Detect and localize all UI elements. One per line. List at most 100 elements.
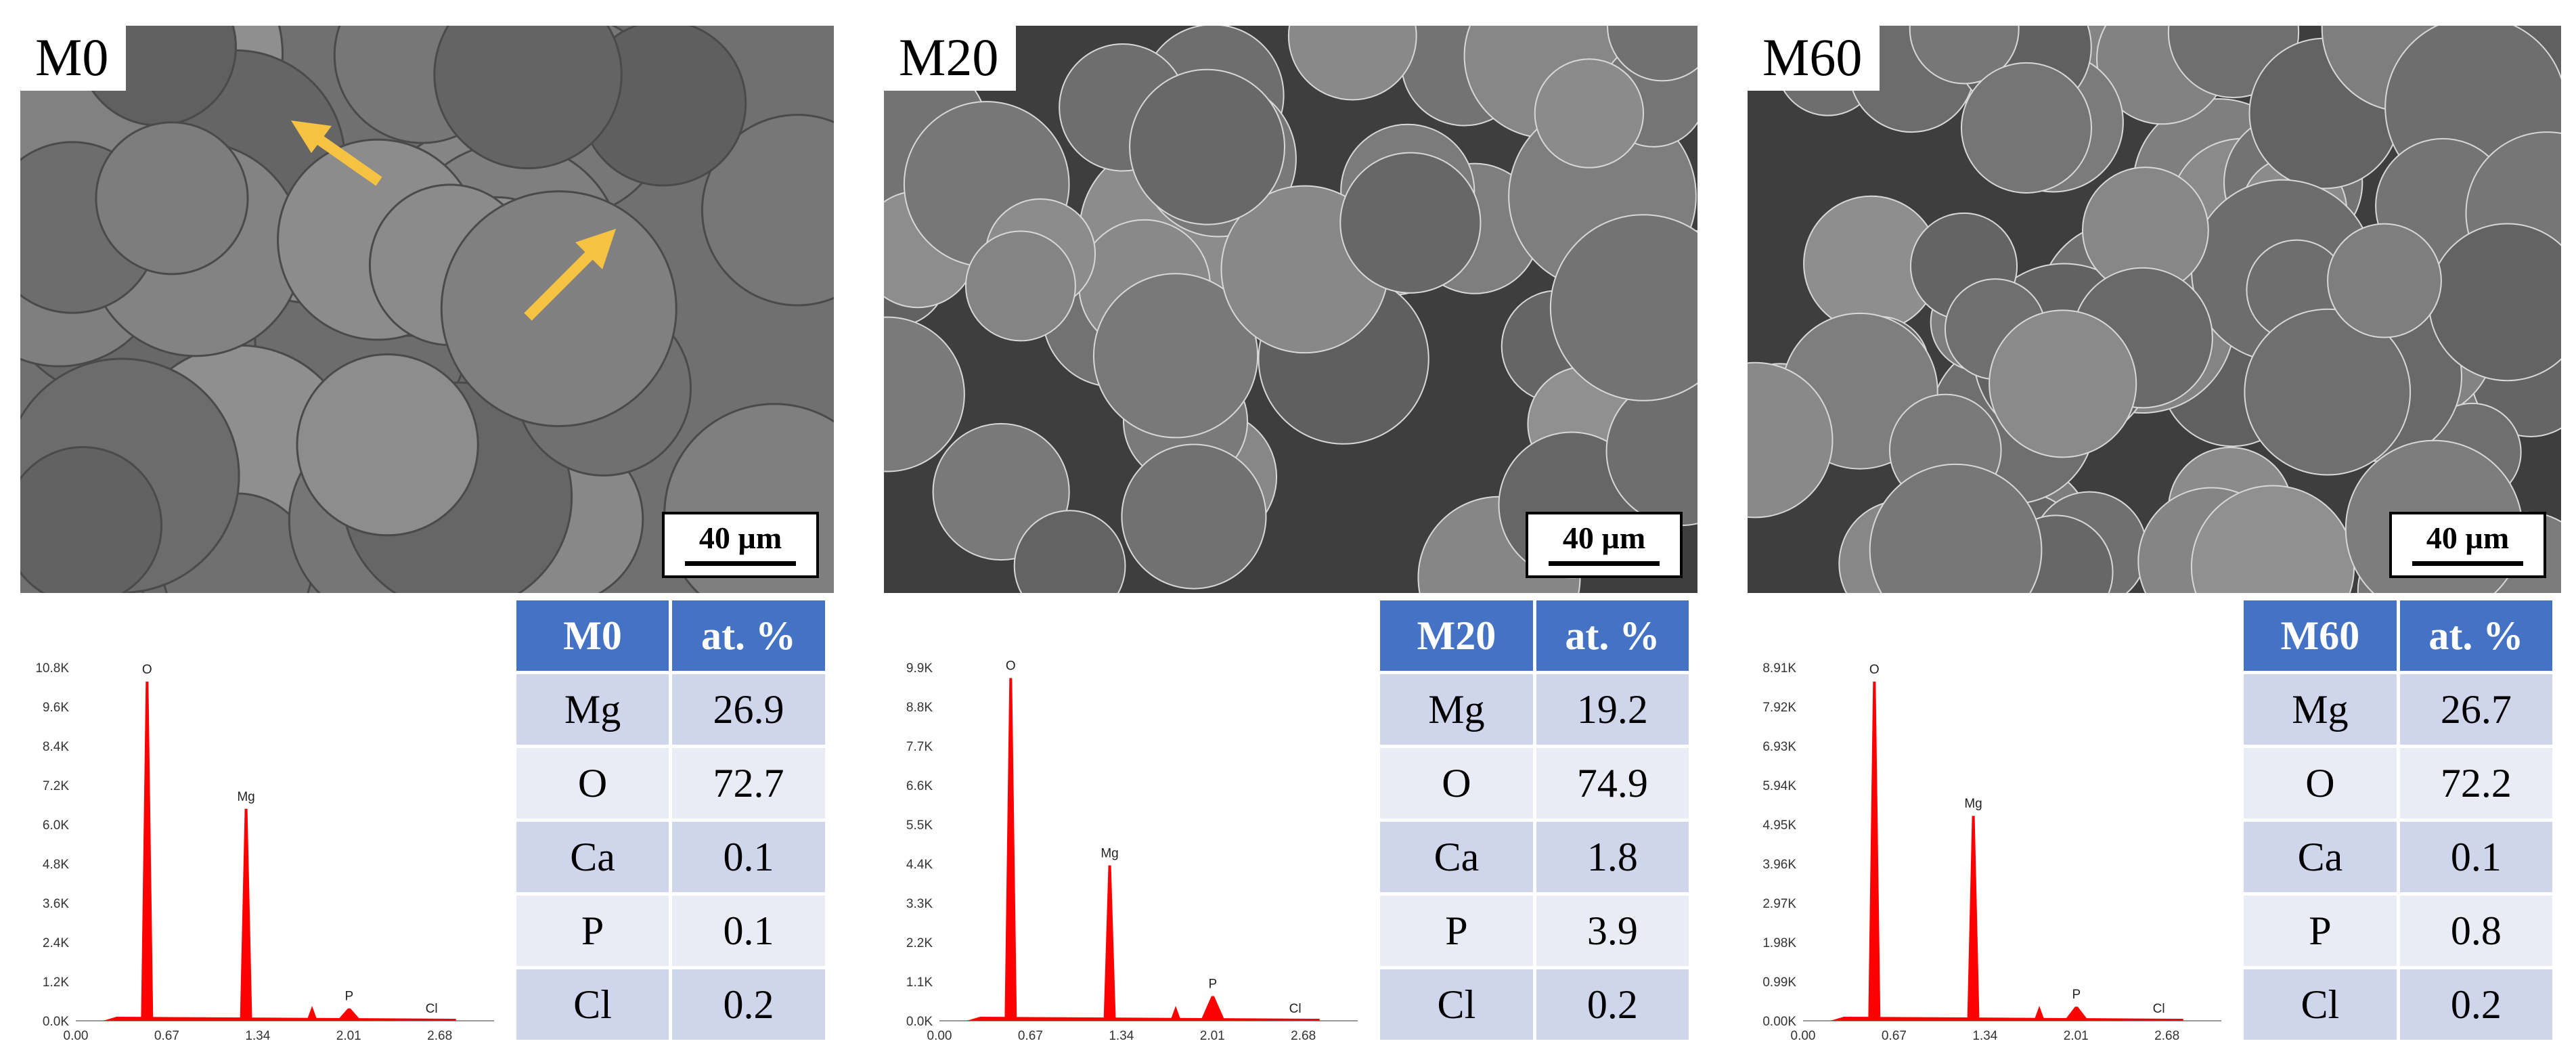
- particle: [701, 114, 834, 307]
- table-row: P 0.8: [2244, 896, 2552, 966]
- particle: [1121, 443, 1267, 590]
- element-cell: Ca: [516, 822, 669, 892]
- sample-label: M20: [884, 26, 1017, 91]
- element-cell: P: [516, 896, 669, 966]
- y-tick-label: 4.8K: [43, 858, 69, 872]
- particle: [1092, 273, 1259, 439]
- arrow-icon: [291, 120, 382, 186]
- particle: [2327, 223, 2442, 338]
- particle: [1534, 58, 1645, 169]
- element-cell: Mg: [516, 674, 669, 745]
- table-row: O 72.2: [2244, 748, 2552, 818]
- y-tick-label: 5.5K: [906, 818, 933, 833]
- spectrum-peak-p: [336, 1008, 361, 1021]
- value-cell: 0.2: [672, 969, 825, 1040]
- particle: [440, 190, 678, 427]
- x-tick-label: 1.34: [1109, 1029, 1134, 1043]
- y-tick-label: 4.4K: [906, 858, 933, 872]
- scale-bar-label: 40 µm: [2426, 521, 2510, 555]
- x-tick-label: 0.67: [154, 1029, 179, 1043]
- y-tick-label: 1.1K: [906, 975, 933, 990]
- element-cell: P: [2244, 896, 2397, 966]
- y-tick-label: 8.91K: [1762, 661, 1796, 676]
- element-cell: O: [1380, 748, 1533, 818]
- y-tick-label: 4.95K: [1762, 818, 1796, 833]
- spectrum-peak-mg: [1967, 816, 1980, 1021]
- y-tick-label: 6.93K: [1762, 740, 1796, 754]
- table-row: Ca 0.1: [516, 822, 825, 892]
- particle: [1989, 309, 2137, 458]
- spectrum-minor-peak: [1170, 1006, 1182, 1021]
- particle: [1869, 463, 2043, 593]
- sem-image-m0: M0 40 µm: [20, 26, 834, 593]
- particle: [1607, 26, 1697, 82]
- table-header-unit: at. %: [672, 600, 825, 671]
- table-row: P 3.9: [1380, 896, 1689, 966]
- element-cell: Cl: [1380, 969, 1533, 1040]
- table-header-unit: at. %: [1536, 600, 1689, 671]
- particle: [1339, 152, 1482, 294]
- table-row: Cl 0.2: [2244, 969, 2552, 1040]
- sample-label: M0: [20, 26, 127, 91]
- value-cell: 72.2: [2399, 748, 2552, 818]
- scale-bar-line: [685, 561, 796, 566]
- particle: [2244, 308, 2412, 476]
- table-row: P 0.1: [516, 896, 825, 966]
- y-tick-label: 3.96K: [1762, 858, 1796, 872]
- peak-label: P: [1209, 977, 1218, 991]
- spectrum-minor-peak: [2034, 1006, 2045, 1021]
- element-cell: Mg: [2244, 674, 2397, 745]
- eds-spectrum-svg: 8.91K 7.92K 6.93K 5.94K 4.95K 3.96K 2.97K 1.98K…: [1762, 661, 2221, 1043]
- eds-spectrum-svg: 9.9K 8.8K 7.7K 6.6K 5.5K 4.4K 3.3K 2.2K 1.1K 0.0K…: [906, 659, 1358, 1043]
- value-cell: 3.9: [1536, 896, 1689, 966]
- y-tick-label: 9.6K: [43, 701, 69, 715]
- spectrum-peak-o: [1004, 678, 1017, 1021]
- value-cell: 26.7: [2399, 674, 2552, 745]
- y-tick-label: 3.3K: [906, 897, 933, 911]
- table-header-sample: M20: [1380, 600, 1533, 671]
- panel-m20: M20 40 µm 9.9K 8.8K 7.7K 6.6K 5.5K 4.4K 3.3K 2.…: [864, 0, 1697, 1056]
- x-tick-label: 1.34: [1972, 1029, 1997, 1043]
- table-row: Ca 0.1: [2244, 822, 2552, 892]
- table-row: Ca 1.8: [1380, 822, 1689, 892]
- peak-label: Cl: [1289, 1002, 1302, 1016]
- particle: [1287, 26, 1417, 101]
- panel-m60: M60 40 µm 8.91K 7.92K 6.93K 5.94K 4.95K 3.96K…: [1727, 0, 2561, 1056]
- peak-label: P: [2072, 988, 2081, 1002]
- y-tick-label: 0.00K: [1762, 1015, 1796, 1029]
- spectrum-baseline: [967, 1017, 1320, 1021]
- element-cell: P: [1380, 896, 1533, 966]
- composition-table-m0: M0 at. % Mg 26.9 O 72.7 Ca 0.1 P 0.1 Cl 0.2: [513, 597, 828, 1043]
- y-tick-label: 0.0K: [906, 1015, 933, 1029]
- spectrum-minor-peak: [307, 1006, 318, 1021]
- arrow-icon: [524, 229, 616, 321]
- y-tick-label: 5.94K: [1762, 779, 1796, 793]
- table-row: Mg 19.2: [1380, 674, 1689, 745]
- peak-label: O: [1006, 659, 1016, 674]
- scale-bar: 40 µm: [1526, 512, 1683, 578]
- particle: [20, 446, 163, 593]
- table-row: Cl 0.2: [516, 969, 825, 1040]
- sem-texture: [884, 26, 1697, 593]
- y-tick-label: 7.2K: [43, 779, 69, 793]
- value-cell: 0.1: [2399, 822, 2552, 892]
- value-cell: 74.9: [1536, 748, 1689, 818]
- composition-table-m20: M20 at. % Mg 19.2 O 74.9 Ca 1.8 P 3.9 Cl 0.2: [1377, 597, 1692, 1043]
- element-cell: Cl: [2244, 969, 2397, 1040]
- sem-image-m60: M60 40 µm: [1748, 26, 2561, 593]
- x-tick-label: 0.00: [927, 1029, 952, 1043]
- element-cell: Cl: [516, 969, 669, 1040]
- y-tick-label: 8.4K: [43, 740, 69, 754]
- table-row: Mg 26.7: [2244, 674, 2552, 745]
- sem-texture: [20, 26, 834, 593]
- peak-label: Mg: [237, 790, 254, 804]
- sample-label: M60: [1748, 26, 1880, 91]
- peak-label: Mg: [1964, 797, 1982, 811]
- scale-bar: 40 µm: [662, 512, 819, 578]
- value-cell: 26.9: [672, 674, 825, 745]
- y-tick-label: 7.92K: [1762, 701, 1796, 715]
- x-tick-label: 2.68: [427, 1029, 452, 1043]
- value-cell: 72.7: [672, 748, 825, 818]
- table-header-sample: M0: [516, 600, 669, 671]
- scale-bar-label: 40 µm: [698, 521, 782, 555]
